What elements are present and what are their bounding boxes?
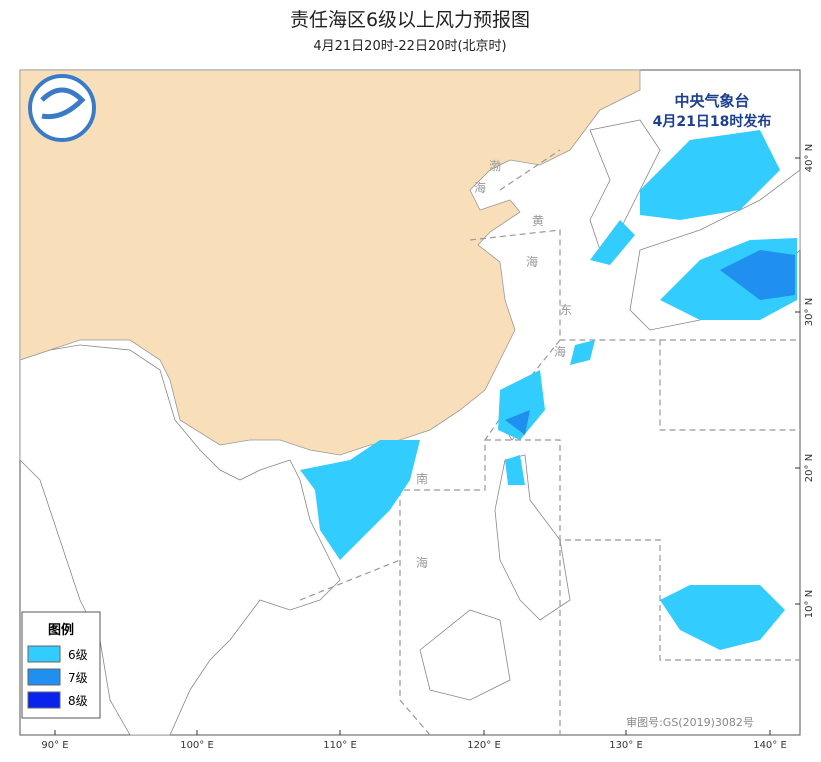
sea-label: 南 bbox=[416, 471, 428, 486]
wind-area bbox=[505, 410, 530, 435]
land bbox=[419, 609, 511, 701]
subtitle: 4月21日20时-22日20时(北京时) bbox=[313, 39, 506, 54]
sea-boundary bbox=[299, 149, 800, 736]
approval-number: 审图号:GS(2019)3082号 bbox=[626, 715, 754, 729]
sea-label: 海 bbox=[554, 344, 566, 359]
legend-label: 6级 bbox=[68, 648, 88, 662]
lon-label: 110° E bbox=[323, 740, 357, 751]
wind-area bbox=[590, 220, 635, 265]
map: 渤 海 黄 海 东 海 南 海 中央气象台 4月21日18时发布 图例 6级 7级… bbox=[19, 69, 801, 736]
legend-swatch bbox=[27, 691, 61, 709]
wind-areas bbox=[300, 130, 797, 650]
sea-label: 黄 bbox=[532, 214, 544, 228]
china-land bbox=[19, 69, 641, 456]
lon-label: 130° E bbox=[609, 740, 643, 751]
sea-label: 海 bbox=[474, 180, 486, 195]
wind-area bbox=[570, 340, 595, 365]
lat-label: 20° N bbox=[804, 454, 815, 482]
legend-label: 8级 bbox=[68, 694, 88, 708]
lon-label: 90° E bbox=[41, 740, 68, 751]
legend-swatch bbox=[27, 645, 61, 663]
sea-label: 东 bbox=[560, 303, 572, 317]
land bbox=[494, 454, 571, 621]
lat-label: 10° N bbox=[804, 590, 815, 618]
sea-label: 渤 bbox=[489, 159, 501, 173]
lon-labels: 90° E 100° E 110° E 120° E 130° E 140° E bbox=[41, 730, 787, 751]
lon-label: 100° E bbox=[180, 740, 214, 751]
lon-label: 120° E bbox=[467, 740, 501, 751]
logo bbox=[28, 74, 96, 142]
lat-labels: 40° N 30° N 20° N 10° N bbox=[795, 144, 815, 618]
logo-mark bbox=[40, 87, 86, 120]
legend-label: 7级 bbox=[68, 671, 88, 685]
title: 责任海区6级以上风力预报图 bbox=[290, 9, 530, 31]
legend-items: 6级 7级 8级 bbox=[27, 645, 88, 709]
issuer-agency: 中央气象台 bbox=[674, 92, 749, 110]
wind-area bbox=[640, 130, 780, 220]
issue-time: 4月21日18时发布 bbox=[653, 113, 772, 130]
wind-area bbox=[720, 250, 795, 300]
legend: 图例 6级 7级 8级 bbox=[21, 611, 101, 719]
wind-area bbox=[660, 585, 785, 650]
sea-label: 海 bbox=[526, 254, 538, 269]
wind-area bbox=[300, 440, 420, 560]
wind-area bbox=[505, 455, 525, 485]
lat-label: 40° N bbox=[804, 144, 815, 172]
sea-label: 海 bbox=[416, 555, 428, 570]
lat-label: 30° N bbox=[804, 298, 815, 326]
lon-label: 140° E bbox=[753, 740, 787, 751]
legend-swatch bbox=[27, 668, 61, 686]
legend-title: 图例 bbox=[48, 622, 74, 638]
